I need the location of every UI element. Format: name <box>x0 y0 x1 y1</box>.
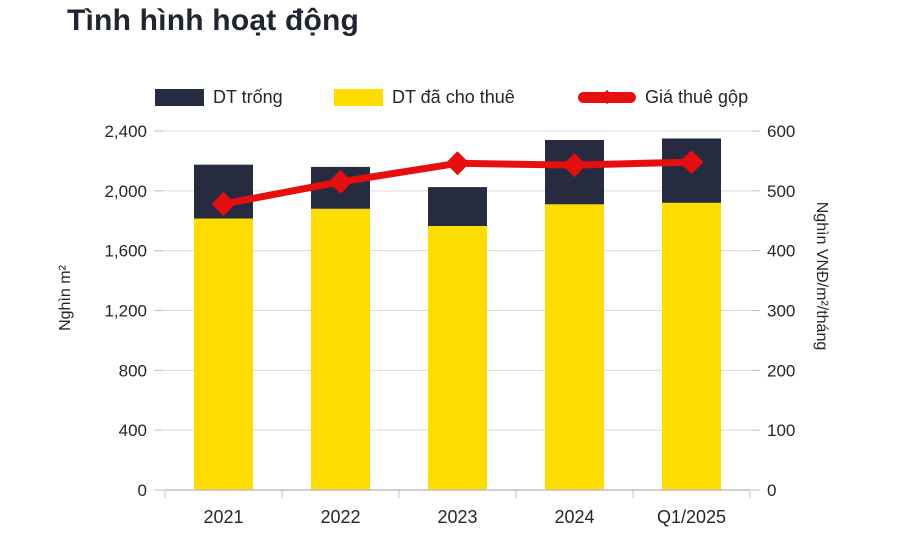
bar-segment <box>545 204 604 490</box>
left-axis-tick-label: 2,000 <box>104 182 147 201</box>
x-axis-category-label: 2023 <box>437 507 477 527</box>
line-point-diamond <box>679 150 704 175</box>
right-axis-tick-label: 200 <box>767 361 795 380</box>
bar-segment <box>662 202 721 491</box>
right-axis-tick-label: 500 <box>767 182 795 201</box>
left-axis-tick-label: 800 <box>119 361 147 380</box>
chart-legend: DT trống DT đã cho thuê Giá thuê gộp <box>0 85 903 109</box>
legend-item-dt-da-cho-thue: DT đã cho thuê <box>334 85 515 109</box>
page-title: Tình hình hoạt động <box>67 4 360 37</box>
line-point-diamond <box>211 191 236 216</box>
legend-label-gia-thue-gop: Giá thuê gộp <box>645 86 749 107</box>
x-axis-category-label: Q1/2025 <box>657 507 726 527</box>
line-point-diamond <box>328 169 353 194</box>
x-axis-category-label: 2022 <box>320 507 360 527</box>
x-axis-category-label: 2021 <box>203 507 243 527</box>
line-point-diamond <box>445 151 470 176</box>
bar-segment <box>428 187 487 226</box>
left-axis-tick-label: 400 <box>119 421 147 440</box>
legend-item-dt-trong: DT trống <box>155 85 283 109</box>
right-axis-tick-label: 0 <box>767 481 776 500</box>
right-axis-tick-label: 100 <box>767 421 795 440</box>
left-axis-title: Nghìn m² <box>57 265 74 331</box>
x-axis-category-label: 2024 <box>554 507 594 527</box>
legend-swatch-yellow <box>334 88 383 106</box>
left-axis-tick-label: 2,400 <box>104 122 147 141</box>
legend-label-dt-trong: DT trống <box>213 86 283 107</box>
left-axis-tick-label: 1,200 <box>104 302 147 321</box>
right-axis-tick-label: 600 <box>767 122 795 141</box>
bar-segment <box>194 218 253 490</box>
legend-item-gia-thue-gop: Giá thuê gộp <box>578 85 748 109</box>
right-axis-title: Nghìn VNĐ/m²/tháng <box>813 201 830 351</box>
right-axis-tick-label: 400 <box>767 242 795 261</box>
legend-swatch-navy <box>155 88 204 106</box>
bar-segment <box>311 208 370 491</box>
line-point-diamond <box>562 153 587 178</box>
left-axis-tick-label: 1,600 <box>104 242 147 261</box>
left-axis-tick-label: 0 <box>138 481 147 500</box>
bar-segment <box>428 225 487 490</box>
right-axis-tick-label: 300 <box>767 302 795 321</box>
legend-swatch-red-line <box>578 89 636 106</box>
legend-label-dt-da-cho-thue: DT đã cho thuê <box>392 86 515 107</box>
